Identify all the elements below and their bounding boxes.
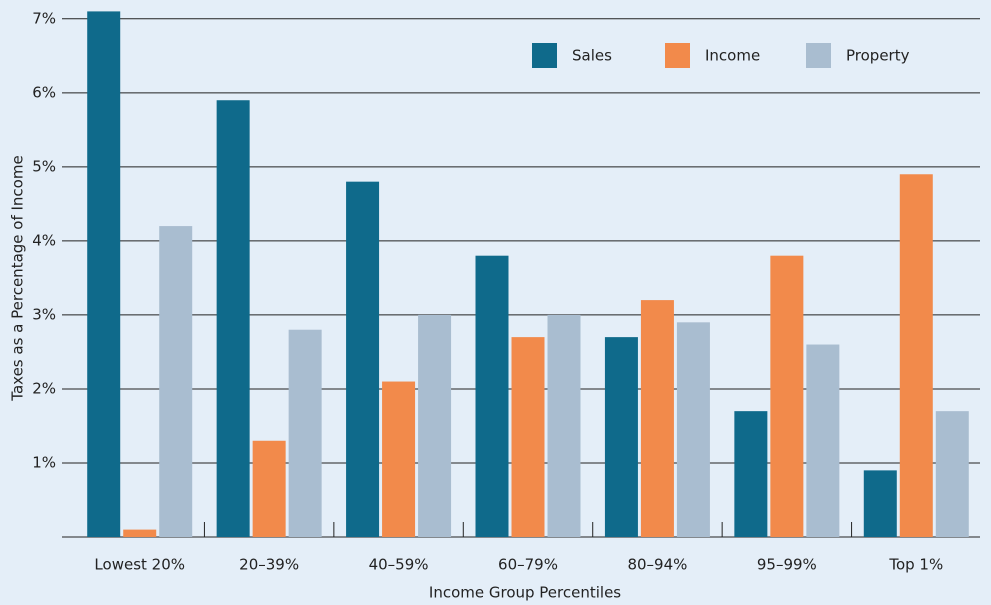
bar [123, 529, 157, 537]
bar [806, 344, 840, 537]
bar [252, 440, 286, 537]
bar [288, 329, 322, 537]
legend-label: Sales [572, 47, 612, 65]
bar [475, 255, 509, 537]
y-tick-label: 6% [32, 83, 56, 101]
bar [216, 100, 250, 537]
x-tick-label: 40–59% [369, 556, 429, 574]
y-tick-label: 2% [32, 379, 56, 397]
bar [159, 226, 193, 538]
x-tick-label: 60–79% [498, 556, 558, 574]
legend-label: Income [705, 47, 760, 65]
bar [770, 255, 804, 537]
bar [382, 381, 416, 537]
y-tick-label: 3% [32, 305, 56, 323]
x-tick-label: 80–94% [627, 556, 687, 574]
x-tick-label: 95–99% [757, 556, 817, 574]
x-tick-label: Lowest 20% [94, 556, 185, 574]
bar [511, 337, 545, 537]
y-tick-label: 7% [32, 9, 56, 27]
bar [863, 470, 897, 537]
bar [346, 181, 380, 537]
y-tick-label: 1% [32, 453, 56, 471]
y-axis-label: Taxes as a Percentage of Income [9, 155, 27, 401]
y-tick-label: 4% [32, 231, 56, 249]
bar [640, 300, 674, 537]
bar [899, 174, 933, 537]
bar [87, 11, 121, 538]
bar [418, 314, 452, 537]
bar [935, 411, 969, 537]
x-tick-label: 20–39% [239, 556, 299, 574]
bar [604, 337, 638, 537]
bar [547, 314, 581, 537]
legend-swatch [665, 43, 690, 68]
y-tick-label: 5% [32, 157, 56, 175]
legend-label: Property [846, 47, 910, 65]
legend-swatch [806, 43, 831, 68]
bar [734, 411, 768, 537]
x-axis-label: Income Group Percentiles [429, 584, 621, 602]
legend-swatch [532, 43, 557, 68]
bar [676, 322, 710, 537]
x-tick-label: Top 1% [888, 556, 943, 574]
